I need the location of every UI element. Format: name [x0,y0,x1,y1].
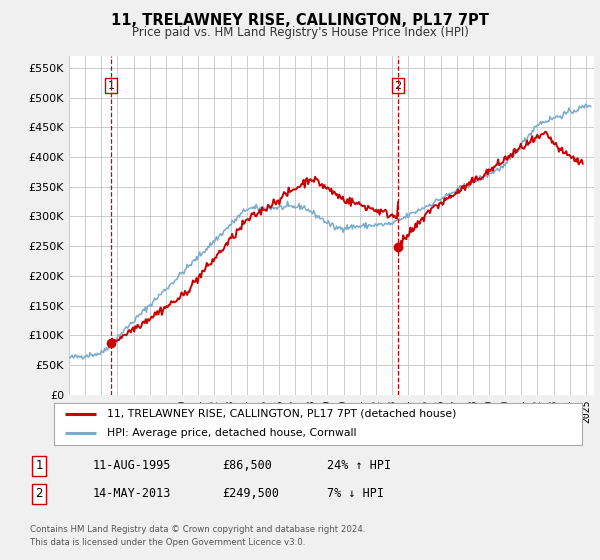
Text: 11, TRELAWNEY RISE, CALLINGTON, PL17 7PT: 11, TRELAWNEY RISE, CALLINGTON, PL17 7PT [111,13,489,28]
Text: 2: 2 [394,81,401,91]
Text: 24% ↑ HPI: 24% ↑ HPI [327,459,391,473]
Text: HPI: Average price, detached house, Cornwall: HPI: Average price, detached house, Corn… [107,428,356,438]
Text: 11, TRELAWNEY RISE, CALLINGTON, PL17 7PT (detached house): 11, TRELAWNEY RISE, CALLINGTON, PL17 7PT… [107,409,456,419]
Text: 2: 2 [35,487,43,501]
Text: 14-MAY-2013: 14-MAY-2013 [93,487,172,501]
Text: Price paid vs. HM Land Registry's House Price Index (HPI): Price paid vs. HM Land Registry's House … [131,26,469,39]
Text: Contains HM Land Registry data © Crown copyright and database right 2024.: Contains HM Land Registry data © Crown c… [30,525,365,534]
Text: £86,500: £86,500 [222,459,272,473]
Text: 1: 1 [107,81,115,91]
Text: £249,500: £249,500 [222,487,279,501]
Text: This data is licensed under the Open Government Licence v3.0.: This data is licensed under the Open Gov… [30,538,305,547]
Text: 7% ↓ HPI: 7% ↓ HPI [327,487,384,501]
Text: 11-AUG-1995: 11-AUG-1995 [93,459,172,473]
Text: 1: 1 [35,459,43,473]
